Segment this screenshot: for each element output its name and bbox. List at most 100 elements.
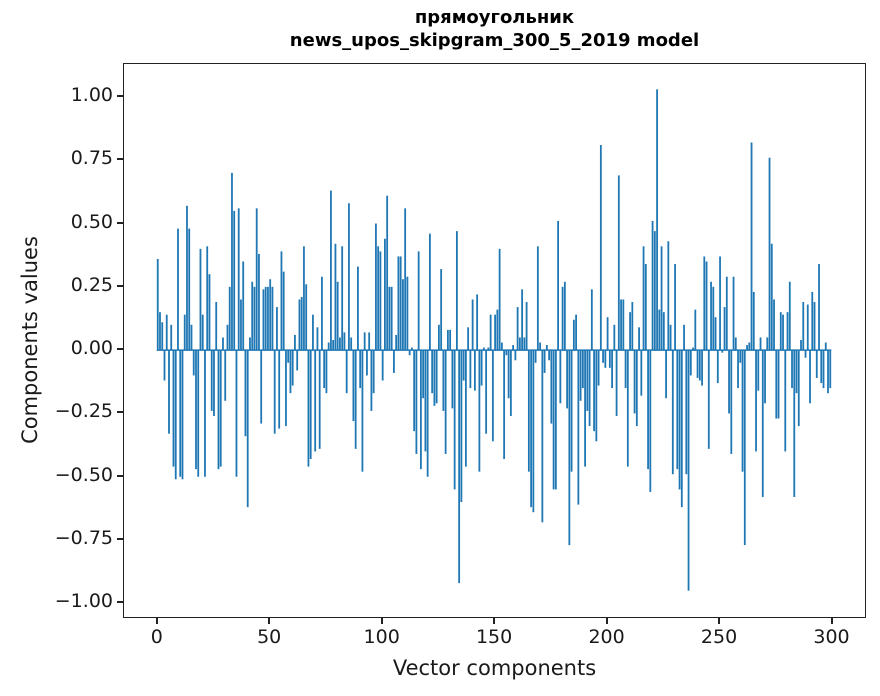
bar bbox=[698, 350, 701, 381]
bar bbox=[784, 350, 787, 452]
bar bbox=[444, 350, 447, 454]
x-tick-mark bbox=[718, 618, 721, 624]
bar bbox=[206, 246, 209, 351]
bar bbox=[599, 145, 602, 351]
bar bbox=[291, 350, 294, 386]
bar bbox=[642, 246, 645, 351]
bar bbox=[611, 350, 613, 389]
bar bbox=[253, 286, 256, 351]
bar bbox=[793, 350, 796, 497]
bar bbox=[536, 246, 539, 351]
bar bbox=[527, 350, 530, 472]
bar bbox=[732, 276, 735, 351]
bar bbox=[415, 350, 418, 454]
bar bbox=[377, 246, 380, 351]
bar bbox=[172, 350, 175, 467]
bar bbox=[737, 350, 739, 389]
bar bbox=[626, 350, 629, 467]
x-tick-label: 250 bbox=[700, 626, 738, 648]
bar bbox=[422, 350, 425, 399]
bar bbox=[818, 264, 820, 351]
bar bbox=[314, 350, 317, 452]
bar bbox=[649, 350, 652, 492]
bar bbox=[498, 248, 501, 351]
bar bbox=[755, 350, 757, 452]
bar bbox=[588, 350, 591, 427]
bar bbox=[161, 322, 164, 351]
bar bbox=[321, 276, 323, 351]
bar bbox=[435, 350, 438, 404]
bar bbox=[370, 350, 373, 411]
bar bbox=[350, 337, 353, 351]
bar bbox=[325, 350, 328, 394]
bar bbox=[336, 281, 339, 351]
bar bbox=[701, 350, 703, 386]
bar bbox=[768, 157, 771, 351]
bar bbox=[330, 190, 332, 351]
bar bbox=[548, 350, 551, 361]
chart-title: прямоугольник news_upos_skipgram_300_5_2… bbox=[123, 6, 866, 52]
bar bbox=[779, 312, 782, 351]
bar bbox=[453, 350, 456, 490]
bar bbox=[192, 350, 195, 376]
bar bbox=[608, 350, 611, 368]
bar bbox=[215, 302, 218, 351]
bar bbox=[676, 350, 679, 470]
bar bbox=[766, 337, 769, 351]
y-tick-label: 0.50 bbox=[70, 210, 113, 233]
bar bbox=[249, 337, 251, 351]
bar bbox=[489, 314, 492, 351]
bar bbox=[273, 350, 276, 434]
bar bbox=[631, 302, 634, 351]
bar bbox=[426, 350, 429, 477]
bar bbox=[210, 350, 213, 411]
bar bbox=[788, 281, 791, 351]
bar bbox=[296, 350, 299, 371]
bar bbox=[411, 347, 413, 351]
bar bbox=[255, 208, 258, 351]
bar bbox=[795, 350, 798, 394]
bar bbox=[593, 350, 595, 432]
bar bbox=[318, 350, 321, 449]
bar bbox=[233, 210, 236, 351]
bar bbox=[662, 312, 665, 351]
x-tick-mark bbox=[830, 618, 833, 624]
bar bbox=[665, 350, 667, 399]
x-tick-label: 300 bbox=[813, 626, 850, 648]
x-tick-mark bbox=[268, 618, 271, 624]
bar bbox=[282, 271, 285, 351]
bar bbox=[217, 350, 220, 470]
bar bbox=[541, 350, 544, 523]
bar bbox=[244, 350, 247, 437]
y-tick-mark bbox=[117, 411, 123, 414]
bar bbox=[777, 350, 780, 419]
bar bbox=[741, 350, 744, 472]
x-tick-mark bbox=[493, 618, 496, 624]
bar bbox=[449, 329, 452, 351]
bar bbox=[455, 231, 458, 351]
bar bbox=[656, 89, 658, 351]
bar bbox=[246, 350, 249, 508]
bar bbox=[503, 350, 506, 460]
bar bbox=[773, 299, 775, 351]
bar bbox=[451, 350, 454, 409]
bar bbox=[730, 350, 733, 454]
bar bbox=[554, 350, 557, 490]
bar bbox=[570, 350, 573, 472]
bar bbox=[285, 350, 287, 427]
bar bbox=[824, 342, 827, 351]
bar bbox=[811, 291, 814, 351]
x-tick-label: 150 bbox=[475, 626, 513, 648]
bar bbox=[327, 342, 330, 351]
bar bbox=[190, 324, 193, 351]
bar bbox=[566, 350, 568, 409]
bar bbox=[240, 299, 242, 351]
x-tick-mark bbox=[155, 618, 158, 624]
bar bbox=[462, 350, 465, 381]
y-tick-label: −0.25 bbox=[54, 400, 113, 423]
bar bbox=[577, 350, 580, 505]
bar bbox=[208, 274, 211, 351]
bar bbox=[782, 314, 784, 351]
bar bbox=[507, 350, 510, 399]
